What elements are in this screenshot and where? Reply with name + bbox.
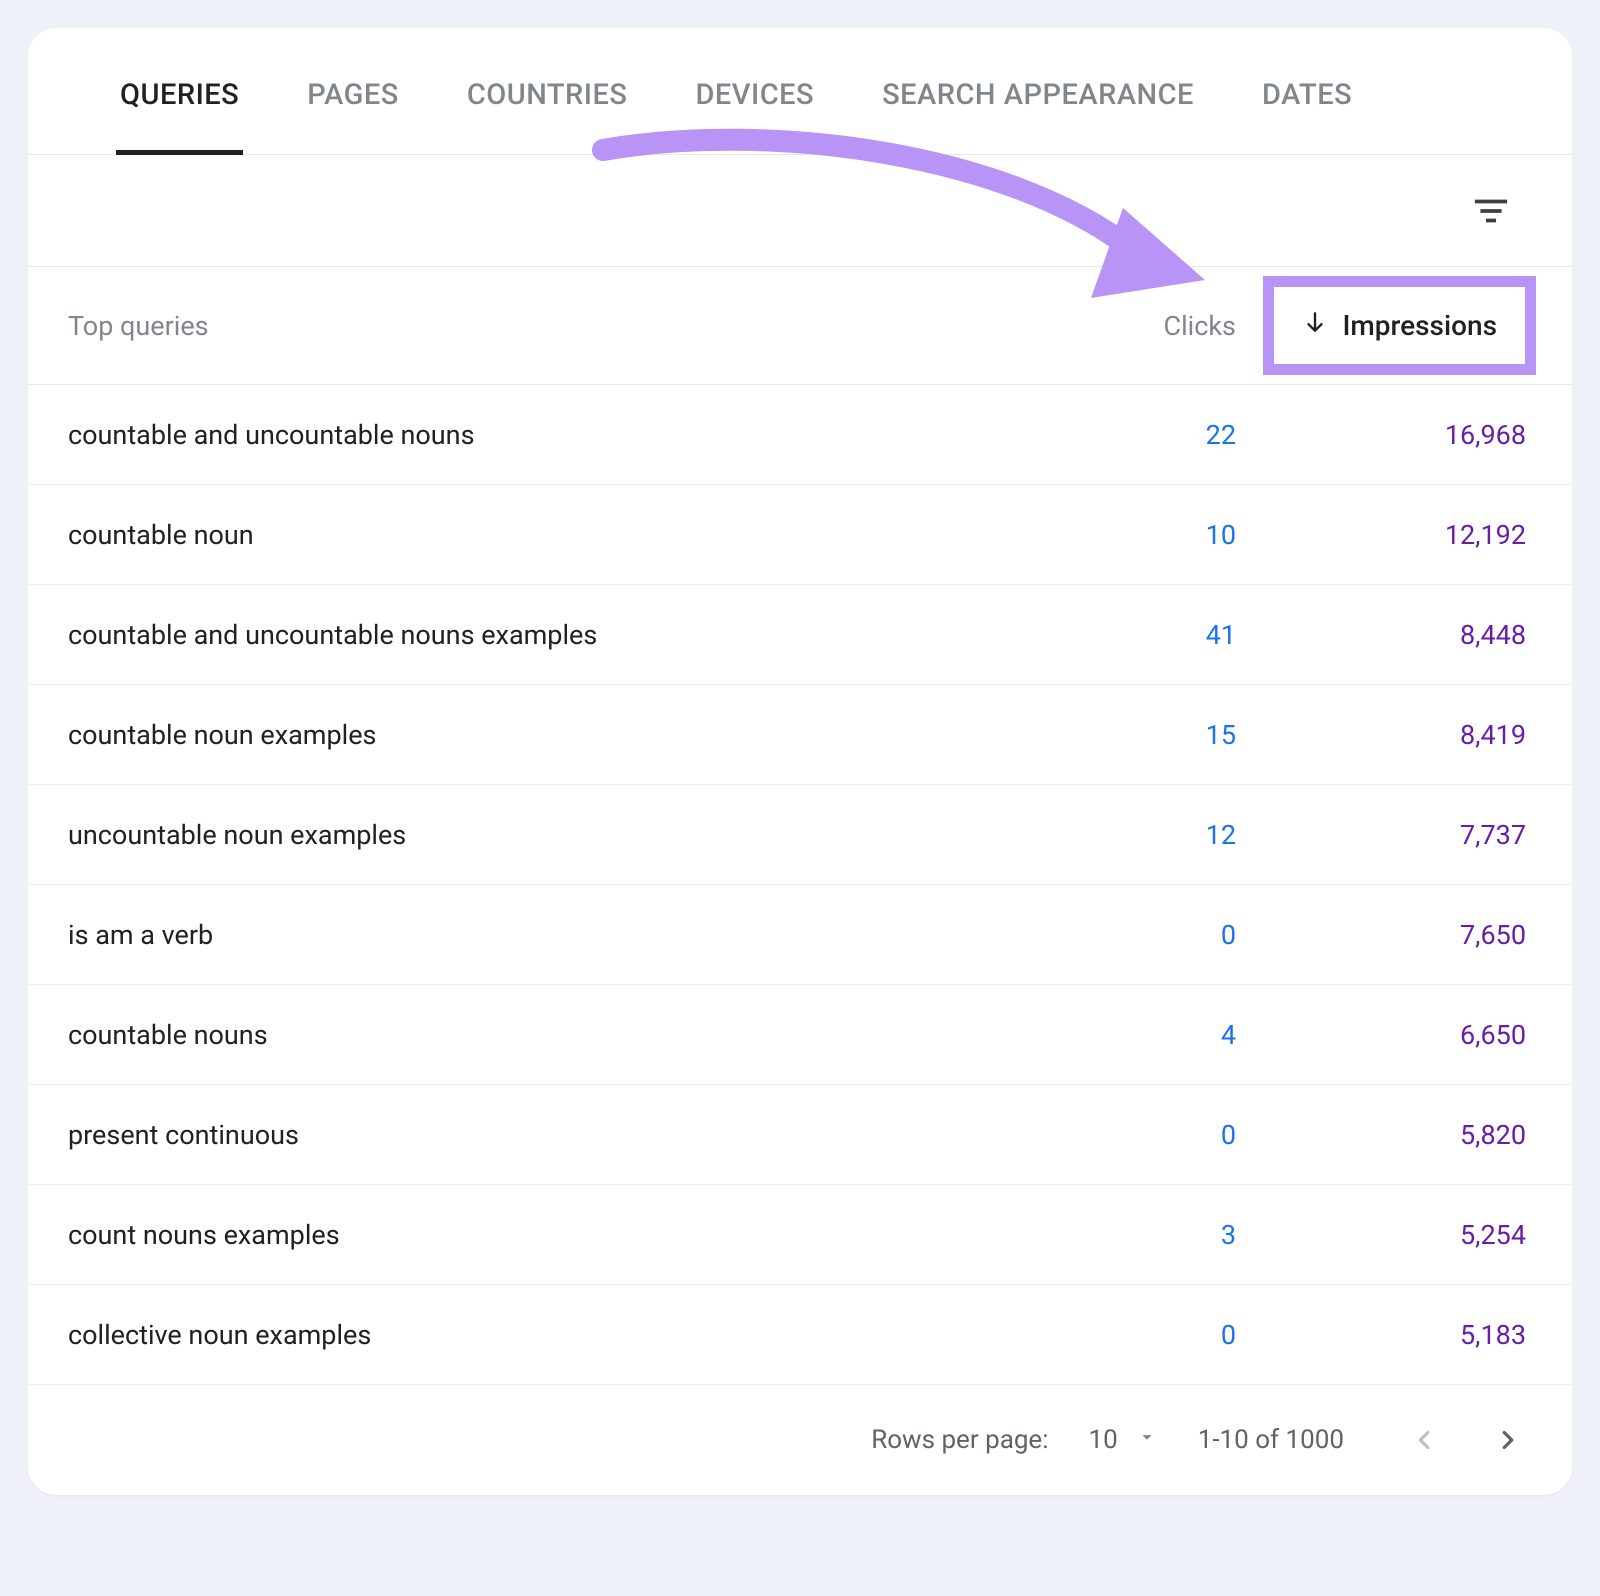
tab-queries[interactable]: QUERIES	[120, 28, 239, 154]
prev-page-button[interactable]	[1404, 1420, 1444, 1460]
impressions-header-label: Impressions	[1342, 309, 1497, 342]
impressions-cell: 6,650	[1246, 1019, 1536, 1051]
filter-list-icon[interactable]	[1470, 190, 1512, 232]
tab-dates[interactable]: DATES	[1262, 28, 1352, 154]
query-cell: present continuous	[64, 1119, 1036, 1151]
next-page-button[interactable]	[1488, 1420, 1528, 1460]
impressions-cell: 8,419	[1246, 719, 1536, 751]
clicks-cell: 0	[1036, 1319, 1246, 1351]
tab-devices[interactable]: DEVICES	[695, 28, 814, 154]
impressions-cell: 5,183	[1246, 1319, 1536, 1351]
clicks-cell: 41	[1036, 619, 1246, 651]
clicks-cell: 4	[1036, 1019, 1246, 1051]
query-cell: countable nouns	[64, 1019, 1036, 1051]
impressions-cell: 7,650	[1246, 919, 1536, 951]
table-row[interactable]: countable nouns 4 6,650	[28, 985, 1572, 1085]
query-cell: countable and uncountable nouns	[64, 419, 1036, 451]
clicks-cell: 12	[1036, 819, 1246, 851]
table-footer: Rows per page: 10 1-10 of 1000	[28, 1385, 1572, 1495]
table-row[interactable]: countable and uncountable nouns examples…	[28, 585, 1572, 685]
column-header-query[interactable]: Top queries	[64, 310, 1036, 342]
impressions-cell: 5,820	[1246, 1119, 1536, 1151]
search-console-queries-card: QUERIES PAGES COUNTRIES DEVICES SEARCH A…	[28, 28, 1572, 1495]
table-body: countable and uncountable nouns 22 16,96…	[28, 385, 1572, 1385]
chevron-left-icon	[1409, 1425, 1439, 1455]
column-header-clicks[interactable]: Clicks	[1036, 310, 1246, 342]
filter-row	[28, 155, 1572, 267]
query-cell: collective noun examples	[64, 1319, 1036, 1351]
table-row[interactable]: countable and uncountable nouns 22 16,96…	[28, 385, 1572, 485]
impressions-cell: 16,968	[1246, 419, 1536, 451]
impressions-cell: 5,254	[1246, 1219, 1536, 1251]
pagination-range: 1-10 of 1000	[1198, 1425, 1344, 1455]
table-row[interactable]: collective noun examples 0 5,183	[28, 1285, 1572, 1385]
chevron-right-icon	[1493, 1425, 1523, 1455]
tab-search-appearance[interactable]: SEARCH APPEARANCE	[882, 28, 1194, 154]
table-row[interactable]: uncountable noun examples 12 7,737	[28, 785, 1572, 885]
clicks-cell: 0	[1036, 919, 1246, 951]
arrow-down-icon	[1302, 309, 1328, 342]
clicks-cell: 22	[1036, 419, 1246, 451]
tabs-bar: QUERIES PAGES COUNTRIES DEVICES SEARCH A…	[28, 28, 1572, 155]
clicks-cell: 0	[1036, 1119, 1246, 1151]
table-row[interactable]: is am a verb 0 7,650	[28, 885, 1572, 985]
query-cell: countable noun examples	[64, 719, 1036, 751]
rows-per-page-value: 10	[1089, 1425, 1118, 1455]
clicks-cell: 15	[1036, 719, 1246, 751]
query-cell: uncountable noun examples	[64, 819, 1036, 851]
table-row[interactable]: present continuous 0 5,820	[28, 1085, 1572, 1185]
query-cell: count nouns examples	[64, 1219, 1036, 1251]
tab-countries[interactable]: COUNTRIES	[467, 28, 628, 154]
clicks-cell: 10	[1036, 519, 1246, 551]
table-header: Top queries Clicks Impressions	[28, 267, 1572, 385]
table-row[interactable]: countable noun 10 12,192	[28, 485, 1572, 585]
query-cell: countable and uncountable nouns examples	[64, 619, 1036, 651]
table-row[interactable]: count nouns examples 3 5,254	[28, 1185, 1572, 1285]
rows-per-page-select[interactable]: 10	[1089, 1425, 1158, 1455]
clicks-cell: 3	[1036, 1219, 1246, 1251]
rows-per-page-label: Rows per page:	[871, 1425, 1048, 1455]
query-cell: countable noun	[64, 519, 1036, 551]
column-header-impressions[interactable]: Impressions	[1263, 276, 1536, 375]
impressions-cell: 8,448	[1246, 619, 1536, 651]
impressions-cell: 7,737	[1246, 819, 1536, 851]
impressions-cell: 12,192	[1246, 519, 1536, 551]
chevron-down-icon	[1136, 1425, 1158, 1455]
table-row[interactable]: countable noun examples 15 8,419	[28, 685, 1572, 785]
tab-pages[interactable]: PAGES	[307, 28, 399, 154]
query-cell: is am a verb	[64, 919, 1036, 951]
